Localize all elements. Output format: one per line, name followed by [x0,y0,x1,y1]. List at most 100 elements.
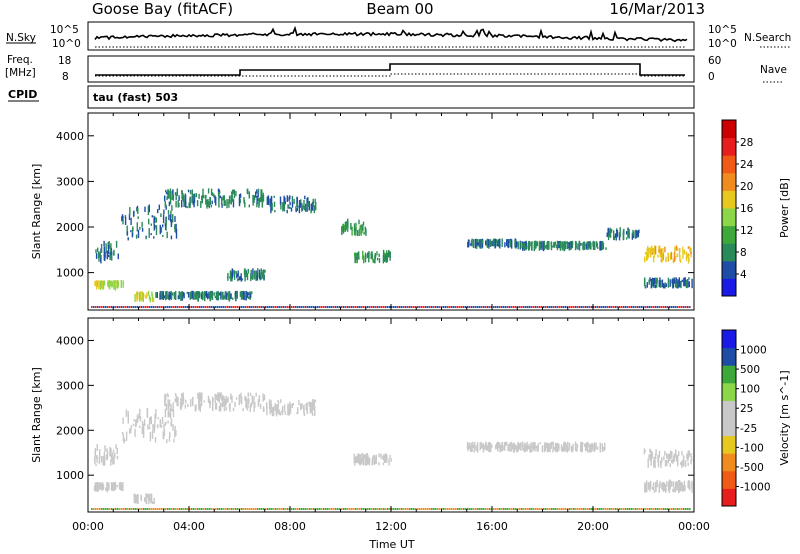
power-cell [605,247,607,250]
velocity-ground-cell [211,508,213,510]
velocity-cell [359,455,361,465]
power-cell [190,290,193,299]
velocity-cell [181,402,183,408]
power-ground-cell [547,306,549,308]
power-cell [290,207,293,212]
velocity-ground-cell [175,508,177,510]
velocity-cell [224,399,226,407]
power-cell [517,241,519,246]
power-cell [219,195,221,199]
velocity-cell [677,480,680,485]
power-cell [110,246,112,252]
velocity-cell [519,443,521,448]
power-cell [222,195,224,201]
velocity-cell [539,442,541,445]
velocity-ground-cell [379,508,381,510]
velocity-ground-cell [295,508,297,510]
velocity-ground-cell [563,508,565,510]
velocity-cell [163,429,166,436]
velocity-ground-cell [373,508,375,510]
power-ground-cell [461,306,463,308]
velocity-colorbar-cell [722,347,736,366]
velocity-cell [690,453,692,458]
power-ground-cell [569,306,571,308]
power-cell [183,201,185,205]
power-cell [491,240,493,247]
velocity-cell [94,458,96,464]
power-ground-cell [363,306,365,308]
velocity-ground-cell [141,508,143,510]
power-cell [485,240,487,246]
velocity-cell [263,394,266,401]
power-cell [128,213,131,220]
power-ground-cell [285,306,287,308]
power-cell [145,294,147,299]
velocity-cell [133,493,135,503]
power-cell [233,270,236,280]
power-ground-cell [265,306,267,308]
velocity-ground-cell [167,508,169,510]
velocity-cell [675,482,677,487]
power-cell [607,227,609,236]
power-cell [301,203,303,212]
velocity-ground-cell [637,508,639,510]
power-colorbar-cell [722,137,736,156]
power-cell [291,202,294,208]
power-cell [170,293,173,300]
velocity-ground-cell [355,508,357,510]
power-ground-cell [421,306,423,308]
velocity-cell [180,393,183,398]
power-cell [528,241,530,251]
velocity-ground-cell [323,508,325,510]
time-axis: 00:00 04:00 08:00 12:00 16:00 20:00 00:00 [72,520,710,533]
power-cell [189,291,191,300]
velocity-cell [274,404,277,411]
velocity-colorbar-cell [722,470,736,489]
power-cell [154,225,156,229]
velocity-cell [93,485,96,491]
velocity-cell [278,409,280,414]
power-cell [238,197,241,207]
power-ground-cell [431,306,433,308]
power-cell [548,241,550,250]
power-cell [553,243,555,248]
velocity-ground-cell [125,508,127,510]
velocity-cell [365,456,367,466]
velocity-ground-cell [407,508,409,510]
power-cell [227,272,229,281]
power-ground-cell [545,306,547,308]
velocity-ground-cell [461,508,463,510]
power-ground-cell [109,306,111,308]
power-cell [606,232,608,238]
power-ground-cell [165,306,167,308]
power-ground-cell [503,306,505,308]
velocity-ground-cell [621,508,623,510]
power-cell [232,198,234,202]
velocity-cell [675,482,677,492]
power-ground-cell [395,306,397,308]
noise-left-tick-top: 10^5 [50,24,79,36]
velocity-cell [163,424,165,431]
velocity-ground-cell [475,508,477,510]
power-ground-cell [449,306,451,308]
power-cell [151,294,154,300]
velocity-ground-cell [137,508,139,510]
power-cell [202,292,204,300]
velocity-ground-cell [321,508,323,510]
power-cell [681,279,683,282]
power-cell [218,192,220,199]
power-ground-cell [321,306,323,308]
velocity-cell [226,398,228,403]
power-cell [530,242,533,246]
velocity-cell [489,442,491,453]
velocity-colorbar-cell [722,488,736,507]
power-cell [260,272,262,280]
power-ground-cell [463,306,465,308]
velocity-ground-cell [663,508,665,510]
velocity-cell [98,482,100,491]
power-ground-cell [659,306,661,308]
power-cell [165,206,167,210]
power-cell [136,222,138,232]
velocity-cell [161,417,164,425]
velocity-cell [249,405,251,413]
